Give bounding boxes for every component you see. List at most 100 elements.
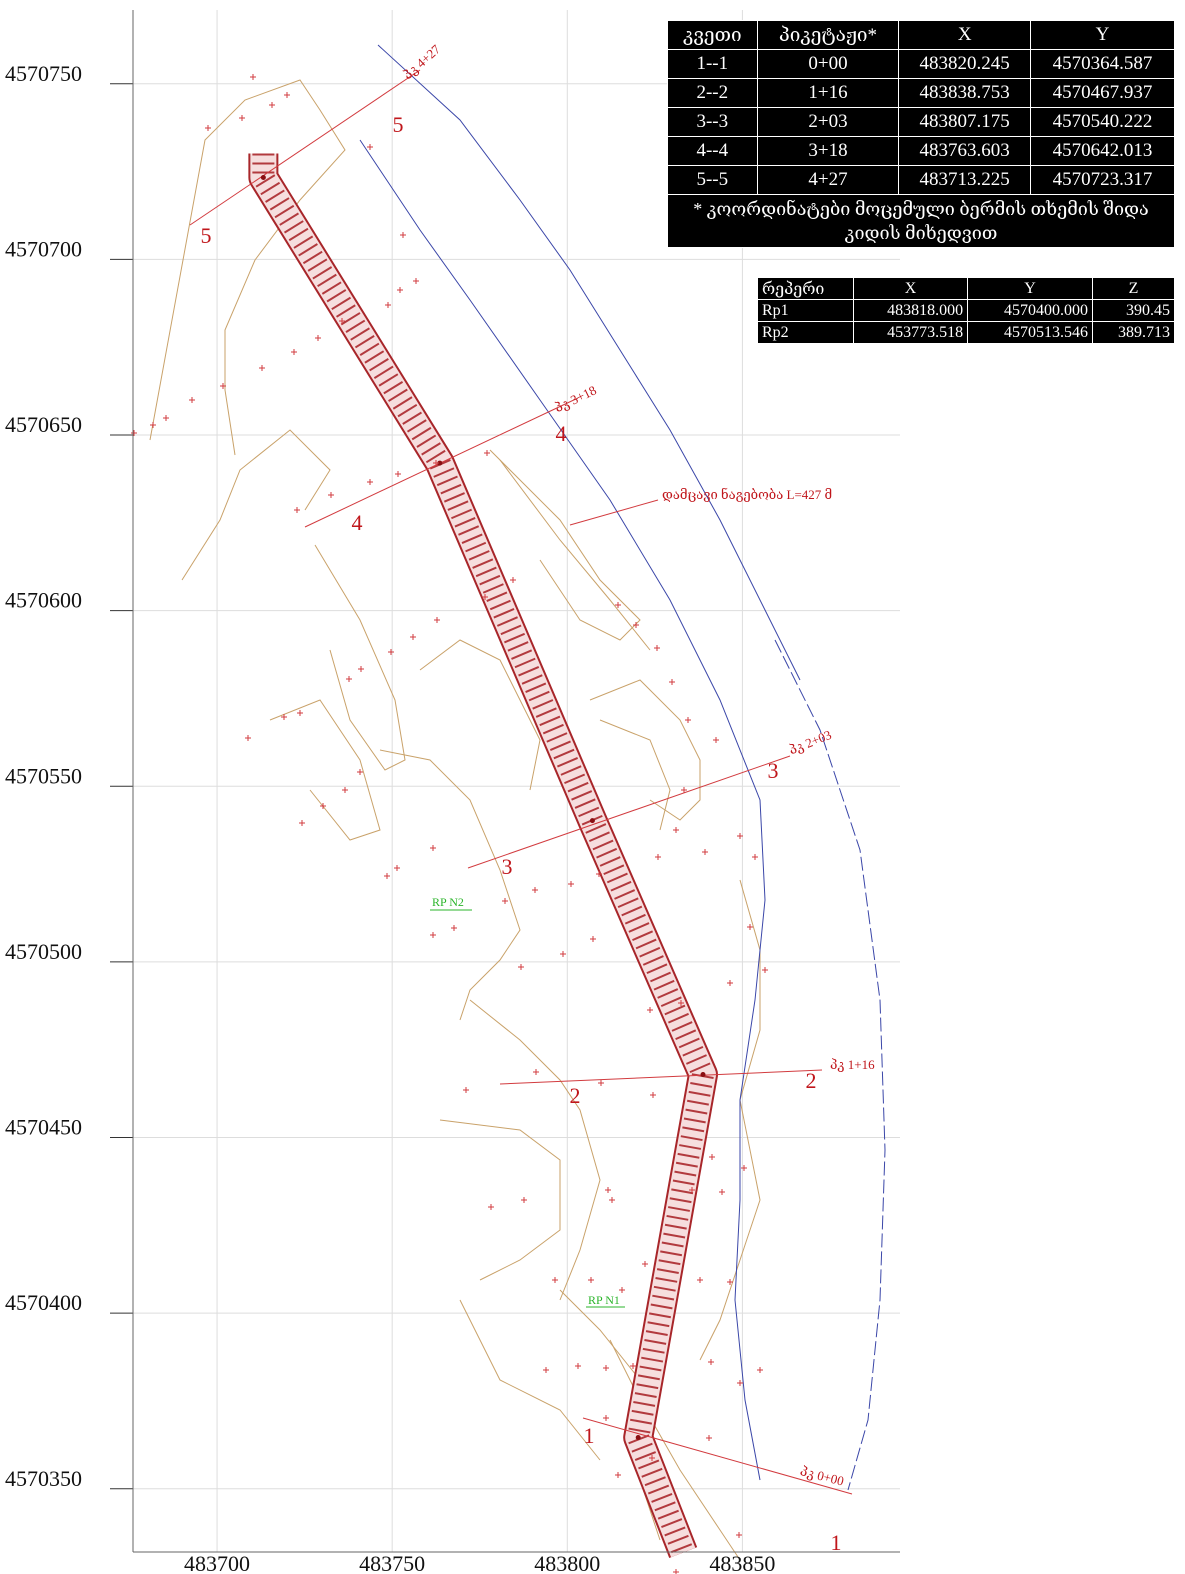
spot-marker bbox=[655, 854, 661, 860]
table-cell: 4570513.546 bbox=[967, 321, 1094, 344]
station-label: პკ 1+16 bbox=[830, 1057, 875, 1072]
station-label: პკ 2+03 bbox=[787, 727, 834, 758]
spot-marker bbox=[339, 318, 345, 324]
section-line bbox=[582, 1417, 853, 1495]
table-cell: 1--1 bbox=[667, 49, 758, 79]
spot-marker bbox=[752, 854, 758, 860]
spot-marker bbox=[669, 679, 675, 685]
spot-marker bbox=[650, 1092, 656, 1098]
spot-marker bbox=[697, 1277, 703, 1283]
section-label: 1 bbox=[831, 1530, 842, 1555]
spot-marker bbox=[560, 951, 566, 957]
section-label: 5 bbox=[201, 223, 212, 248]
spot-marker bbox=[533, 1069, 539, 1075]
spot-marker bbox=[757, 1367, 763, 1373]
y-tick-label: 4570450 bbox=[5, 1115, 82, 1140]
spot-marker bbox=[430, 845, 436, 851]
spot-marker bbox=[603, 1365, 609, 1371]
leader-line bbox=[569, 499, 659, 526]
benchmark-label: RP N1 bbox=[588, 1293, 620, 1307]
spot-marker bbox=[484, 450, 490, 456]
spot-marker bbox=[400, 232, 406, 238]
spot-marker bbox=[385, 302, 391, 308]
spot-marker bbox=[673, 1569, 679, 1574]
table-cell: 483763.603 bbox=[898, 136, 1031, 166]
contour bbox=[149, 79, 346, 456]
spot-marker bbox=[552, 1277, 558, 1283]
spot-marker bbox=[482, 594, 488, 600]
spot-marker bbox=[358, 666, 364, 672]
header-cell: X bbox=[898, 20, 1031, 50]
spot-marker bbox=[708, 1359, 714, 1365]
spot-marker bbox=[259, 365, 265, 371]
boundary-line bbox=[774, 639, 886, 1491]
y-tick-label: 4570700 bbox=[5, 236, 82, 261]
spot-marker bbox=[410, 634, 416, 640]
spot-marker bbox=[747, 924, 753, 930]
table-cell: 483838.753 bbox=[898, 78, 1031, 108]
spot-marker bbox=[568, 881, 574, 887]
spot-marker bbox=[297, 710, 303, 716]
spot-marker bbox=[532, 887, 538, 893]
section-label: 2 bbox=[806, 1068, 817, 1093]
table-cell: 483818.000 bbox=[852, 299, 969, 322]
contour bbox=[269, 699, 381, 841]
table-body: 1--1 0+00 483820.245 4570364.587 2--2 1+16 483… bbox=[667, 49, 1176, 195]
station-label: პკ 4+27 bbox=[400, 41, 444, 82]
spot-marker bbox=[727, 980, 733, 986]
terrain bbox=[149, 79, 761, 1561]
section-point bbox=[700, 1072, 706, 1078]
table-cell: 2+03 bbox=[756, 107, 900, 137]
section-line bbox=[189, 69, 421, 226]
spot-marker bbox=[673, 827, 679, 833]
y-tick-label: 4570350 bbox=[5, 1466, 82, 1491]
spot-marker bbox=[131, 430, 137, 436]
boundary bbox=[359, 44, 886, 1491]
spot-marker bbox=[642, 1261, 648, 1267]
table-cell: 4570723.317 bbox=[1029, 165, 1176, 195]
spot-marker bbox=[702, 849, 708, 855]
station-label: პკ 3+18 bbox=[552, 382, 599, 415]
spot-marker bbox=[394, 865, 400, 871]
spot-marker bbox=[239, 115, 245, 121]
spot-marker bbox=[689, 1187, 695, 1193]
table-cell: 483820.245 bbox=[898, 49, 1031, 79]
benchmark-label: RP N2 bbox=[432, 895, 464, 909]
table-cell: Rp2 bbox=[757, 321, 854, 344]
table-cell: 4--4 bbox=[667, 136, 758, 166]
table-cell: 4+27 bbox=[756, 165, 900, 195]
spot-marker bbox=[384, 873, 390, 879]
table-cell: 3--3 bbox=[667, 107, 758, 137]
labels: 5 5 4 4 3 3 2 2 1 1 პკ 4+27 პკ 3+18 პკ 2… bbox=[201, 41, 876, 1555]
spot-marker bbox=[357, 769, 363, 775]
table-cell: 0+00 bbox=[756, 49, 900, 79]
y-tick-label: 4570600 bbox=[5, 588, 82, 613]
spot-marker bbox=[590, 936, 596, 942]
y-tick-label: 4570400 bbox=[5, 1290, 82, 1315]
contour bbox=[419, 639, 541, 791]
spot-marker bbox=[433, 460, 439, 466]
spot-marker bbox=[619, 1287, 625, 1293]
section-label: 1 bbox=[584, 1423, 595, 1448]
table-header: რეპერი X Y Z bbox=[757, 277, 1175, 300]
spot-marker bbox=[685, 717, 691, 723]
section-line bbox=[499, 1069, 823, 1085]
table-cell: 4570364.587 bbox=[1029, 49, 1176, 79]
x-tick-label: 483800 bbox=[534, 1551, 600, 1574]
contour bbox=[499, 459, 651, 651]
spot-marker bbox=[463, 1087, 469, 1093]
spot-marker bbox=[603, 1415, 609, 1421]
spot-marker bbox=[284, 92, 290, 98]
y-tick-label: 4570750 bbox=[5, 61, 82, 86]
table-cell: 453773.518 bbox=[852, 321, 969, 344]
sections-table: კვეთი პიკეტაჟი* X Y 1--1 0+00 483820.245 45… bbox=[667, 20, 1176, 248]
table-row: Rp1 483818.000 4570400.000 390.45 bbox=[757, 299, 1175, 322]
table-cell: 3+18 bbox=[756, 136, 900, 166]
spot-marker bbox=[654, 645, 660, 651]
benchmarks-table: რეპერი X Y Z Rp1 483818.000 4570400.000 390… bbox=[757, 277, 1175, 344]
contour bbox=[609, 1339, 741, 1561]
spot-marker bbox=[510, 577, 516, 583]
spot-marker bbox=[727, 1279, 733, 1285]
header-cell: Z bbox=[1092, 277, 1175, 300]
dam-body bbox=[250, 153, 717, 1558]
